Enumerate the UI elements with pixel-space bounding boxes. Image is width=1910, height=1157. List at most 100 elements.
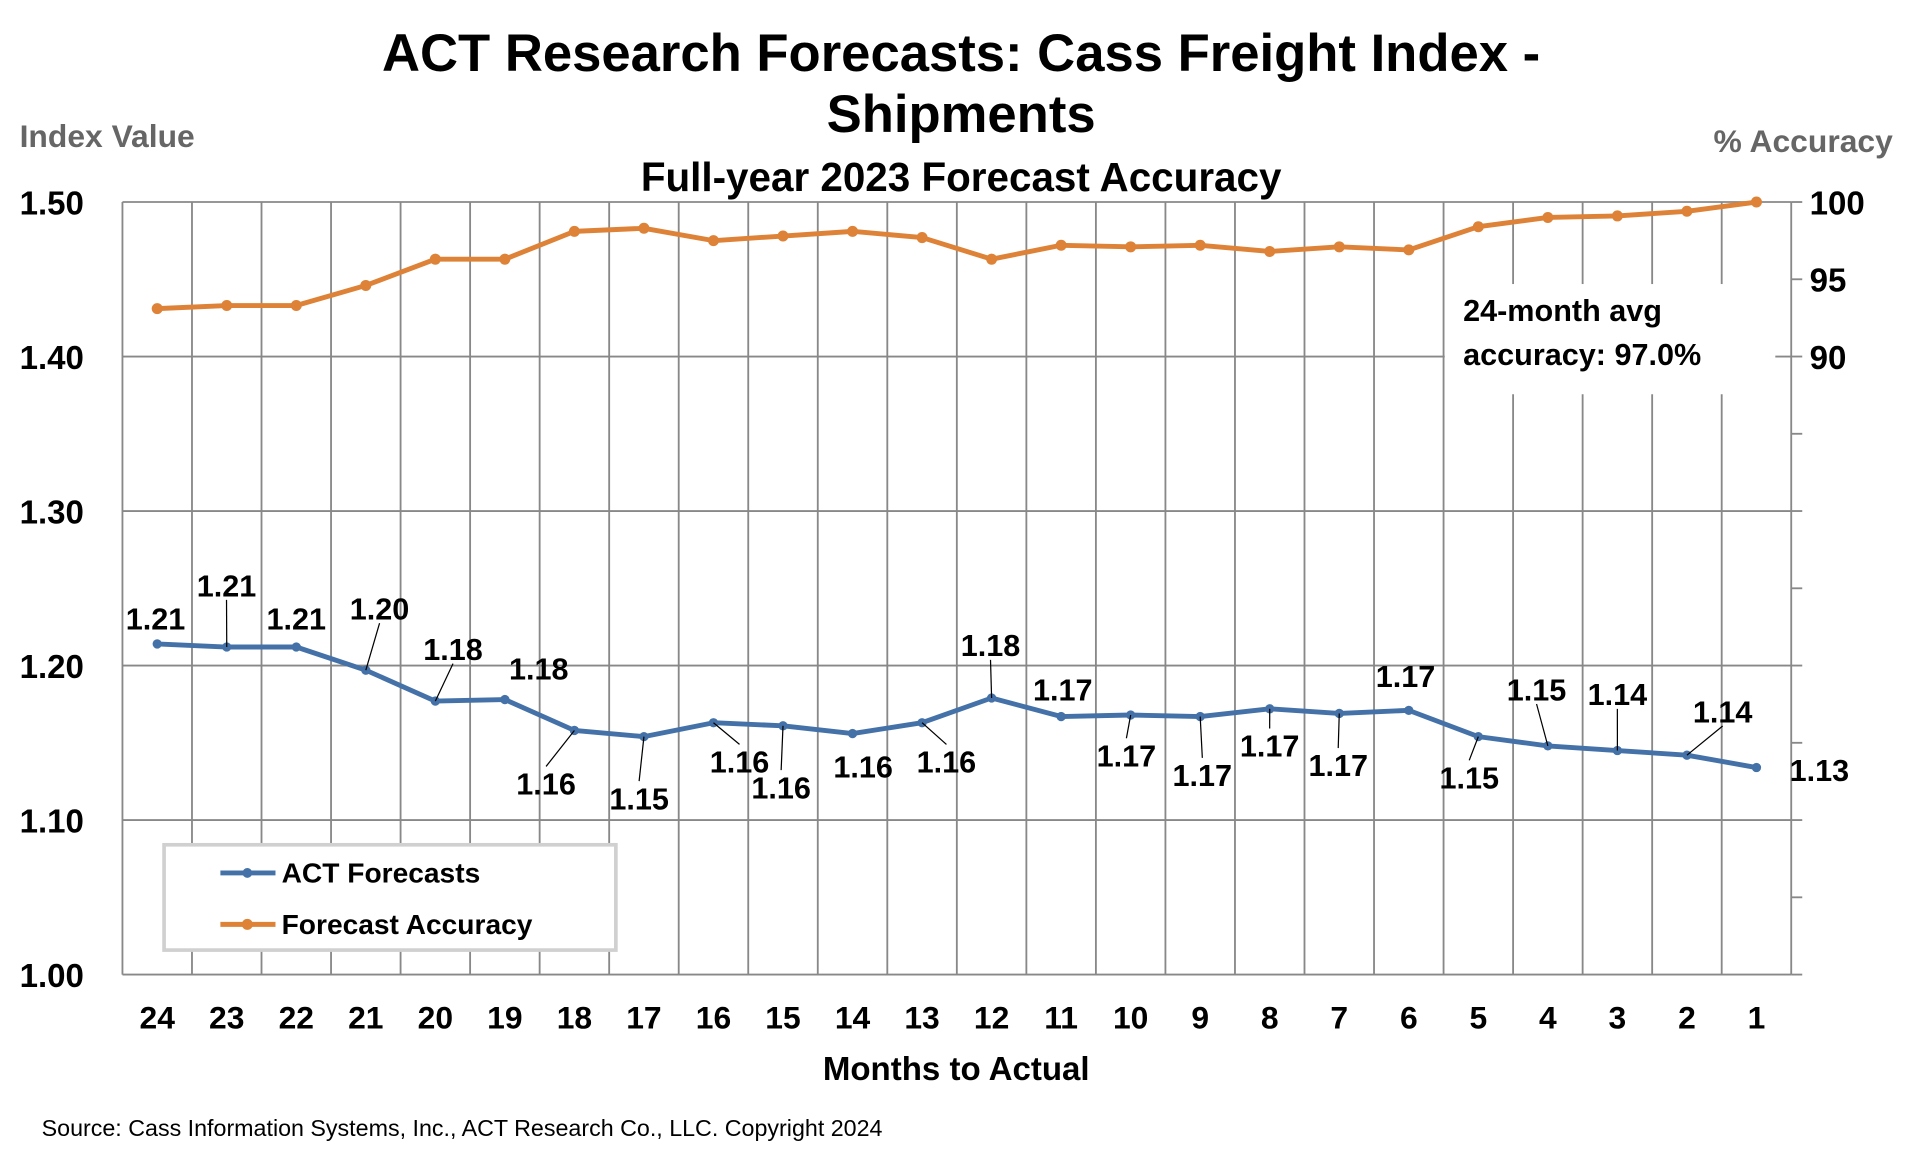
- y-axis-left-label: Index Value: [20, 118, 195, 154]
- y-tick-left-label: 1.40: [20, 340, 84, 377]
- data-point-forecast-accuracy: [1750, 196, 1762, 208]
- data-label: 1.18: [961, 629, 1021, 663]
- data-label: 1.16: [516, 768, 576, 802]
- data-point-forecast-accuracy: [499, 253, 511, 265]
- y-axis-right-label: % Accuracy: [1714, 123, 1894, 159]
- x-tick-label: 19: [487, 999, 522, 1035]
- data-point-forecast-accuracy: [638, 222, 650, 234]
- data-label-leader: [365, 623, 381, 671]
- data-point-forecast-accuracy: [1055, 239, 1067, 251]
- data-label: 1.14: [1588, 678, 1648, 712]
- data-point-forecast-accuracy: [847, 225, 859, 237]
- data-label: 1.18: [509, 653, 569, 687]
- data-label-leader: [1468, 736, 1479, 761]
- data-point-forecast-accuracy: [429, 253, 441, 265]
- data-label: 1.13: [1790, 754, 1850, 788]
- y-tick-left-label: 1.20: [20, 649, 84, 686]
- data-label-leader: [713, 722, 740, 745]
- data-label-leader: [1337, 713, 1340, 749]
- x-tick-label: 13: [904, 999, 939, 1035]
- data-point-forecast-accuracy: [1681, 205, 1693, 217]
- series-line-forecast-accuracy: [157, 199, 1757, 312]
- chart-title-line2: Shipments: [827, 85, 1096, 144]
- data-label: 1.21: [126, 602, 186, 636]
- data-label-leader: [545, 730, 575, 767]
- data-point-act-forecasts: [152, 639, 162, 649]
- data-point-forecast-accuracy: [1125, 241, 1137, 253]
- data-point-forecast-accuracy: [707, 235, 719, 247]
- data-point-act-forecasts: [1404, 705, 1414, 716]
- data-point-act-forecasts: [291, 642, 301, 652]
- data-point-forecast-accuracy: [1333, 241, 1345, 253]
- data-label-leader: [1535, 703, 1549, 747]
- data-point-forecast-accuracy: [360, 279, 372, 291]
- data-point-forecast-accuracy: [986, 253, 998, 265]
- x-tick-label: 12: [974, 999, 1009, 1035]
- data-label: 1.21: [197, 569, 257, 603]
- data-label-leader: [989, 659, 993, 699]
- y-tick-left-label: 1.10: [20, 803, 84, 840]
- legend: ACT Forecasts Forecast Accuracy: [162, 842, 618, 952]
- data-point-act-forecasts: [847, 728, 858, 739]
- data-point-forecast-accuracy: [1472, 221, 1484, 233]
- x-tick-label: 6: [1400, 999, 1418, 1035]
- data-label-leader: [1199, 716, 1203, 758]
- x-tick-label: 1: [1748, 999, 1766, 1035]
- source-note: Source: Cass Information Systems, Inc., …: [42, 1115, 883, 1141]
- x-tick-label: 18: [557, 999, 592, 1035]
- data-label: 1.16: [833, 750, 893, 784]
- y-tick-right-label: 100: [1810, 185, 1865, 222]
- data-point-forecast-accuracy: [221, 300, 233, 312]
- x-tick-label: 17: [626, 999, 661, 1035]
- x-tick-label: 4: [1539, 999, 1557, 1035]
- data-label: 1.17: [1240, 730, 1300, 764]
- data-point-act-forecasts: [1056, 711, 1066, 722]
- data-label: 1.17: [1173, 759, 1233, 793]
- annotation-box: [1444, 284, 1776, 395]
- x-tick-label: 20: [418, 999, 453, 1035]
- data-point-forecast-accuracy: [1264, 245, 1276, 257]
- x-tick-label: 8: [1261, 999, 1279, 1035]
- data-label: 1.18: [423, 633, 483, 667]
- y-tick-right-label: 90: [1810, 340, 1847, 377]
- x-tick-label: 22: [279, 999, 314, 1035]
- data-point-forecast-accuracy: [290, 300, 302, 312]
- x-tick-label: 24: [140, 999, 176, 1035]
- legend-marker-act-forecasts: [242, 868, 253, 878]
- data-label: 1.17: [1376, 660, 1436, 694]
- data-label-leader: [1125, 714, 1132, 739]
- data-label: 1.15: [609, 782, 669, 816]
- x-tick-label: 5: [1469, 999, 1487, 1035]
- series-line-act-forecasts: [157, 641, 1757, 770]
- x-tick-label: 23: [209, 999, 244, 1035]
- annotation-line2: accuracy: 97.0%: [1463, 338, 1701, 372]
- data-label: 1.15: [1439, 761, 1499, 795]
- x-tick-label: 3: [1609, 999, 1627, 1035]
- data-label-leader: [1686, 725, 1724, 756]
- legend-label-act-forecasts: ACT Forecasts: [282, 858, 481, 889]
- chart-subtitle: Full-year 2023 Forecast Accuracy: [641, 154, 1282, 200]
- y-tick-right-label: 95: [1810, 263, 1847, 300]
- data-label: 1.16: [751, 771, 811, 805]
- x-tick-label: 10: [1113, 999, 1148, 1035]
- x-tick-label: 15: [765, 999, 800, 1035]
- data-label-leader: [434, 663, 454, 702]
- x-tick-label: 9: [1191, 999, 1209, 1035]
- x-tick-label: 2: [1678, 999, 1696, 1035]
- data-label: 1.16: [917, 746, 977, 780]
- chart-title: ACT Research Forecasts: Cass Freight Ind…: [382, 24, 1540, 83]
- y-tick-left-label: 1.50: [20, 185, 84, 222]
- y-tick-left-label: 1.30: [20, 494, 84, 531]
- annotation-line1: 24-month avg: [1463, 294, 1662, 328]
- data-label-leader: [638, 736, 645, 782]
- data-point-act-forecasts: [500, 694, 510, 705]
- y-tick-left-label: 1.00: [20, 958, 84, 995]
- data-label: 1.15: [1507, 673, 1567, 707]
- data-label: 1.20: [350, 593, 410, 627]
- data-point-forecast-accuracy: [916, 232, 928, 244]
- x-tick-label: 14: [835, 999, 871, 1035]
- data-label: 1.16: [710, 746, 770, 780]
- legend-label-forecast-accuracy: Forecast Accuracy: [282, 909, 533, 940]
- data-point-forecast-accuracy: [1194, 239, 1206, 251]
- legend-marker-forecast-accuracy: [241, 918, 253, 930]
